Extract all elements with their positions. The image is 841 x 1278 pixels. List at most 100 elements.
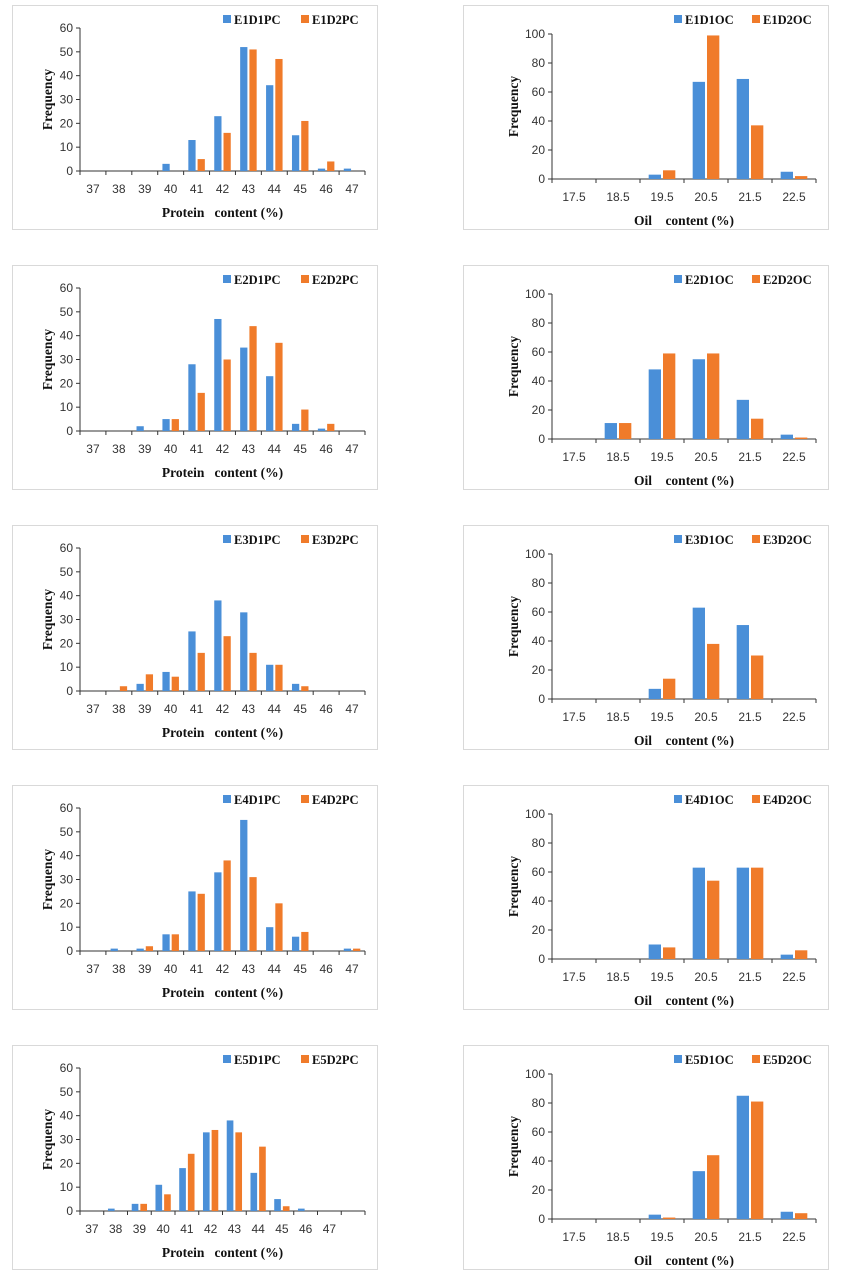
y-tick-label: 30 bbox=[60, 873, 74, 887]
x-tick-label: 18.5 bbox=[606, 710, 630, 724]
x-tick-label: 42 bbox=[216, 962, 230, 976]
bar-e4d1pc bbox=[136, 948, 144, 951]
bar-e3d1pc bbox=[266, 664, 274, 691]
bar-e1d2pc bbox=[275, 58, 283, 171]
x-axis-label: Protein content (%) bbox=[162, 465, 283, 480]
bar-e3d2oc bbox=[663, 678, 676, 699]
legend-label: E3D2PC bbox=[312, 533, 359, 547]
x-tick-label: 39 bbox=[138, 182, 152, 196]
y-tick-label: 20 bbox=[60, 636, 74, 650]
x-tick-label: 42 bbox=[204, 1222, 218, 1236]
bar-e2d2oc bbox=[619, 423, 632, 439]
x-tick-label: 44 bbox=[268, 702, 282, 716]
y-tick-label: 20 bbox=[60, 376, 74, 390]
legend-swatch bbox=[223, 275, 231, 283]
bar-e4d1oc bbox=[648, 944, 661, 959]
legend-label: E2D2OC bbox=[763, 273, 812, 287]
bar-e4d1pc bbox=[188, 891, 196, 951]
bar-e4d1pc bbox=[162, 934, 170, 951]
y-tick-label: 80 bbox=[532, 576, 546, 590]
x-axis-label: Oil content (%) bbox=[634, 213, 734, 228]
legend-swatch bbox=[223, 535, 231, 543]
y-axis-label: Frequency bbox=[506, 1116, 521, 1177]
chart-svg: 0 20 40 60 80 100 17.5 18.5 19.5 20.5 21.5 22.5 Freq… bbox=[506, 793, 817, 1008]
bar-e5d1pc bbox=[179, 1168, 186, 1211]
x-tick-label: 46 bbox=[299, 1222, 313, 1236]
bar-e5d2oc bbox=[707, 1155, 720, 1219]
bar-e3d1pc bbox=[136, 683, 144, 691]
legend-label: E2D1PC bbox=[234, 273, 281, 287]
bar-e5d2pc bbox=[282, 1206, 290, 1211]
bar-e5d1oc bbox=[648, 1214, 661, 1219]
bar-e4d2pc bbox=[249, 877, 257, 951]
bar-e1d1oc bbox=[692, 81, 705, 179]
y-axis-label: Frequency bbox=[506, 336, 521, 397]
y-tick-label: 0 bbox=[66, 424, 73, 438]
chart-panel: 0 20 40 60 80 100 17.5 18.5 19.5 20.5 21.5 22.5 Freq… bbox=[463, 785, 829, 1010]
bar-e4d1pc bbox=[214, 872, 222, 951]
legend-swatch bbox=[301, 795, 309, 803]
legend-swatch bbox=[301, 275, 309, 283]
y-tick-label: 50 bbox=[60, 45, 74, 59]
y-tick-label: 60 bbox=[532, 605, 546, 619]
y-tick-label: 10 bbox=[60, 920, 74, 934]
bar-e1d2oc bbox=[751, 125, 764, 179]
legend-swatch bbox=[752, 1055, 760, 1063]
x-tick-label: 17.5 bbox=[562, 190, 586, 204]
x-tick-label: 21.5 bbox=[738, 1230, 762, 1244]
x-tick-label: 47 bbox=[345, 702, 359, 716]
x-tick-label: 38 bbox=[112, 702, 126, 716]
legend-swatch bbox=[674, 535, 682, 543]
bar-e2d1pc bbox=[188, 364, 196, 431]
legend-label: E1D2OC bbox=[763, 13, 812, 27]
y-tick-label: 40 bbox=[532, 114, 546, 128]
bar-e3d2pc bbox=[275, 664, 283, 691]
legend-label: E4D1OC bbox=[685, 793, 734, 807]
x-tick-label: 22.5 bbox=[782, 710, 806, 724]
bar-e5d1pc bbox=[131, 1203, 139, 1211]
legend-label: E3D1PC bbox=[234, 533, 281, 547]
bar-e1d2oc bbox=[707, 35, 720, 180]
x-tick-label: 17.5 bbox=[562, 450, 586, 464]
x-tick-label: 47 bbox=[323, 1222, 337, 1236]
legend-swatch bbox=[674, 15, 682, 23]
bar-e3d2pc bbox=[223, 636, 231, 691]
y-axis-label: Frequency bbox=[40, 329, 55, 390]
x-tick-label: 37 bbox=[86, 182, 100, 196]
y-tick-label: 0 bbox=[66, 164, 73, 178]
y-tick-label: 10 bbox=[60, 400, 74, 414]
x-tick-label: 44 bbox=[268, 962, 282, 976]
y-tick-label: 80 bbox=[532, 56, 546, 70]
bar-e1d2pc bbox=[223, 132, 231, 171]
x-tick-label: 38 bbox=[109, 1222, 123, 1236]
bar-e3d1pc bbox=[291, 683, 300, 691]
x-tick-label: 39 bbox=[138, 962, 152, 976]
y-tick-label: 30 bbox=[60, 93, 74, 107]
y-tick-label: 100 bbox=[525, 27, 545, 41]
bar-e2d2pc bbox=[275, 342, 283, 431]
y-axis-label: Frequency bbox=[506, 76, 521, 137]
x-tick-label: 18.5 bbox=[606, 450, 630, 464]
legend-swatch bbox=[752, 795, 760, 803]
x-tick-label: 43 bbox=[242, 182, 256, 196]
chart-svg: 0 20 40 60 80 100 17.5 18.5 19.5 20.5 21.5 22.5 Freq… bbox=[506, 1053, 817, 1268]
y-tick-label: 60 bbox=[532, 1125, 546, 1139]
y-tick-label: 40 bbox=[532, 634, 546, 648]
bar-e3d1oc bbox=[692, 607, 705, 699]
x-tick-label: 21.5 bbox=[738, 190, 762, 204]
legend-label: E3D1OC bbox=[685, 533, 734, 547]
bar-e3d2pc bbox=[301, 686, 309, 691]
x-tick-label: 19.5 bbox=[650, 1230, 674, 1244]
chart-panel: 0 20 40 60 80 100 17.5 18.5 19.5 20.5 21.5 22.5 Freq… bbox=[463, 265, 829, 490]
bar-e4d1pc bbox=[291, 936, 300, 951]
x-tick-label: 40 bbox=[164, 962, 178, 976]
y-tick-label: 30 bbox=[60, 353, 74, 367]
x-axis-label: Oil content (%) bbox=[634, 993, 734, 1008]
x-tick-label: 37 bbox=[86, 442, 100, 456]
chart-svg: 0 10 20 30 40 50 60 37 38 39 40 41 42 43 44 45 46 47 Frequ… bbox=[40, 1053, 366, 1260]
x-axis-label: Protein content (%) bbox=[162, 985, 283, 1000]
y-tick-label: 100 bbox=[525, 807, 545, 821]
x-axis-label: Protein content (%) bbox=[162, 1245, 283, 1260]
bar-e4d1pc bbox=[240, 819, 248, 951]
bar-e5d2pc bbox=[187, 1153, 195, 1211]
